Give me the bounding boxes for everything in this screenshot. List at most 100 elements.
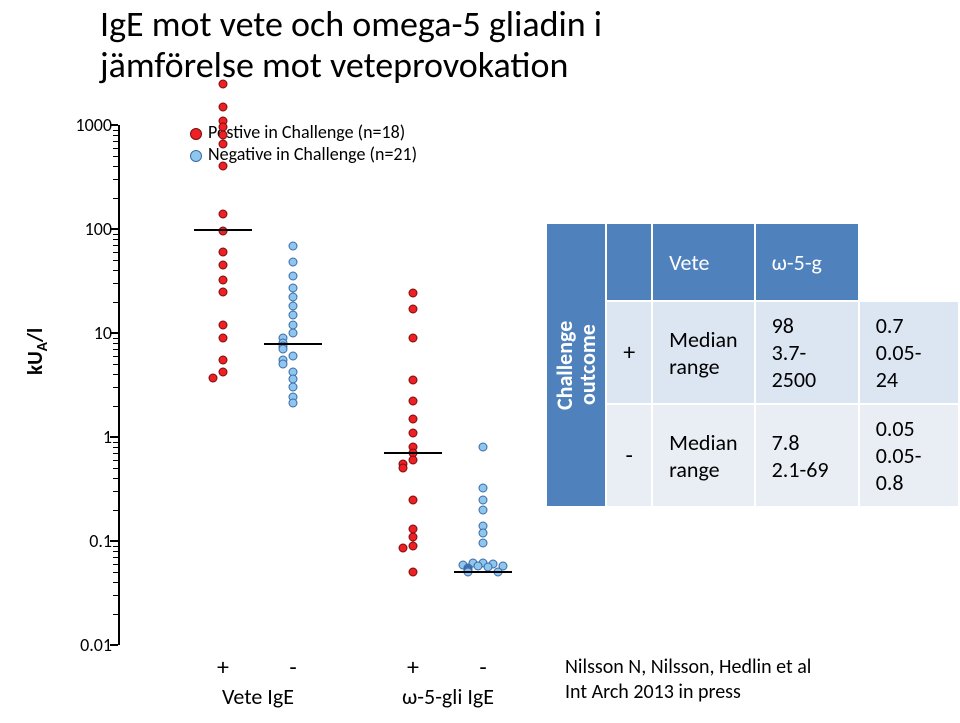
data-point: [219, 162, 228, 171]
table-row: + Median range 98 3.7-2500 0.7 0.05-24: [546, 301, 959, 404]
y-minor-tick: [113, 252, 118, 253]
row-label: Median range: [652, 404, 754, 507]
row-w5g: 0.7 0.05-24: [859, 301, 959, 404]
data-point: [479, 539, 488, 548]
row-label: Median range: [652, 301, 754, 404]
y-minor-tick: [113, 546, 118, 547]
data-point: [279, 360, 288, 369]
legend-label-positive: Postive in Challenge: [208, 121, 358, 143]
y-minor-tick: [113, 478, 118, 479]
y-minor-tick: [113, 130, 118, 131]
col-header-vete: Vete: [652, 223, 754, 301]
data-point: [409, 495, 418, 504]
y-minor-tick: [113, 406, 118, 407]
data-point: [279, 345, 288, 354]
y-tick-mark: [110, 124, 118, 126]
data-point: [289, 293, 298, 302]
data-point: [219, 140, 228, 149]
data-point: [409, 414, 418, 423]
row-w5g: 0.05 0.05-0.8: [859, 404, 959, 507]
data-point: [399, 464, 408, 473]
data-point: [409, 532, 418, 541]
data-point: [409, 397, 418, 406]
median-line: [454, 571, 512, 573]
y-minor-tick: [113, 141, 118, 142]
y-tick-mark: [110, 540, 118, 542]
y-axis-line: [118, 125, 120, 645]
median-line: [384, 452, 442, 454]
data-point: [479, 443, 488, 452]
y-tick-mark: [110, 228, 118, 230]
data-point: [219, 131, 228, 140]
row-vete: 7.8 2.1-69: [755, 404, 859, 507]
y-minor-tick: [113, 338, 118, 339]
row-sign: -: [606, 404, 652, 507]
citation: Nilsson N, Nilsson, Hedlin et al Int Arc…: [565, 655, 811, 705]
data-point: [219, 209, 228, 218]
y-minor-tick: [113, 234, 118, 235]
data-point: [479, 505, 488, 514]
y-minor-tick: [113, 283, 118, 284]
y-tick-label: 100: [64, 218, 112, 240]
legend-dot-positive: [190, 128, 202, 140]
y-minor-tick: [113, 343, 118, 344]
y-minor-tick: [113, 491, 118, 492]
data-point: [289, 258, 298, 267]
x-sign-label: -: [273, 653, 313, 682]
citation-line1: Nilsson N, Nilsson, Hedlin et al: [565, 655, 811, 679]
data-point: [289, 329, 298, 338]
legend-n-negative: (n=21): [370, 143, 418, 165]
data-point: [399, 544, 408, 553]
data-point: [479, 495, 488, 504]
data-point: [479, 484, 488, 493]
data-point: [289, 399, 298, 408]
median-line: [194, 229, 252, 231]
y-minor-tick: [113, 460, 118, 461]
data-point: [209, 373, 218, 382]
data-point: [409, 289, 418, 298]
y-minor-tick: [113, 551, 118, 552]
data-point: [479, 528, 488, 537]
y-minor-tick: [113, 564, 118, 565]
y-minor-tick: [113, 614, 118, 615]
data-point: [219, 320, 228, 329]
data-point: [289, 284, 298, 293]
data-point: [219, 276, 228, 285]
y-tick-mark: [110, 332, 118, 334]
data-point: [289, 272, 298, 281]
y-minor-tick: [113, 156, 118, 157]
data-point: [409, 376, 418, 385]
y-minor-tick: [113, 260, 118, 261]
data-point: [219, 287, 228, 296]
y-tick-label: 1000: [64, 114, 112, 136]
y-minor-tick: [113, 302, 118, 303]
y-tick-mark: [110, 436, 118, 438]
table-row: - Median range 7.8 2.1-69 0.05 0.05-0.8: [546, 404, 959, 507]
y-minor-tick: [113, 166, 118, 167]
y-minor-tick: [113, 356, 118, 357]
y-minor-tick: [113, 447, 118, 448]
col-header-outcome: Challengeoutcome: [546, 223, 606, 507]
row-sign: +: [606, 301, 652, 404]
y-axis-label: kUA/l: [22, 328, 52, 375]
y-minor-tick: [113, 364, 118, 365]
y-minor-tick: [113, 245, 118, 246]
x-sign-label: +: [393, 653, 433, 682]
data-point: [219, 368, 228, 377]
data-point: [219, 79, 228, 88]
data-point: [474, 562, 483, 571]
col-header-w5g: ω-5-g: [755, 223, 859, 301]
y-minor-tick: [113, 198, 118, 199]
y-minor-tick: [113, 148, 118, 149]
y-minor-tick: [113, 453, 118, 454]
citation-line2: Int Arch 2013 in press: [565, 680, 741, 704]
x-category-label: Vete IgE: [198, 683, 318, 710]
y-tick-label: 0.1: [64, 530, 112, 552]
stats-table: Challengeoutcome Vete ω-5-g + Median ran…: [545, 222, 960, 508]
page-title: IgE mot vete och omega-5 gliadin i jämfö…: [100, 4, 800, 87]
data-point: [219, 261, 228, 270]
y-minor-tick: [113, 179, 118, 180]
data-point: [409, 456, 418, 465]
data-point: [409, 428, 418, 437]
median-line: [264, 343, 322, 345]
